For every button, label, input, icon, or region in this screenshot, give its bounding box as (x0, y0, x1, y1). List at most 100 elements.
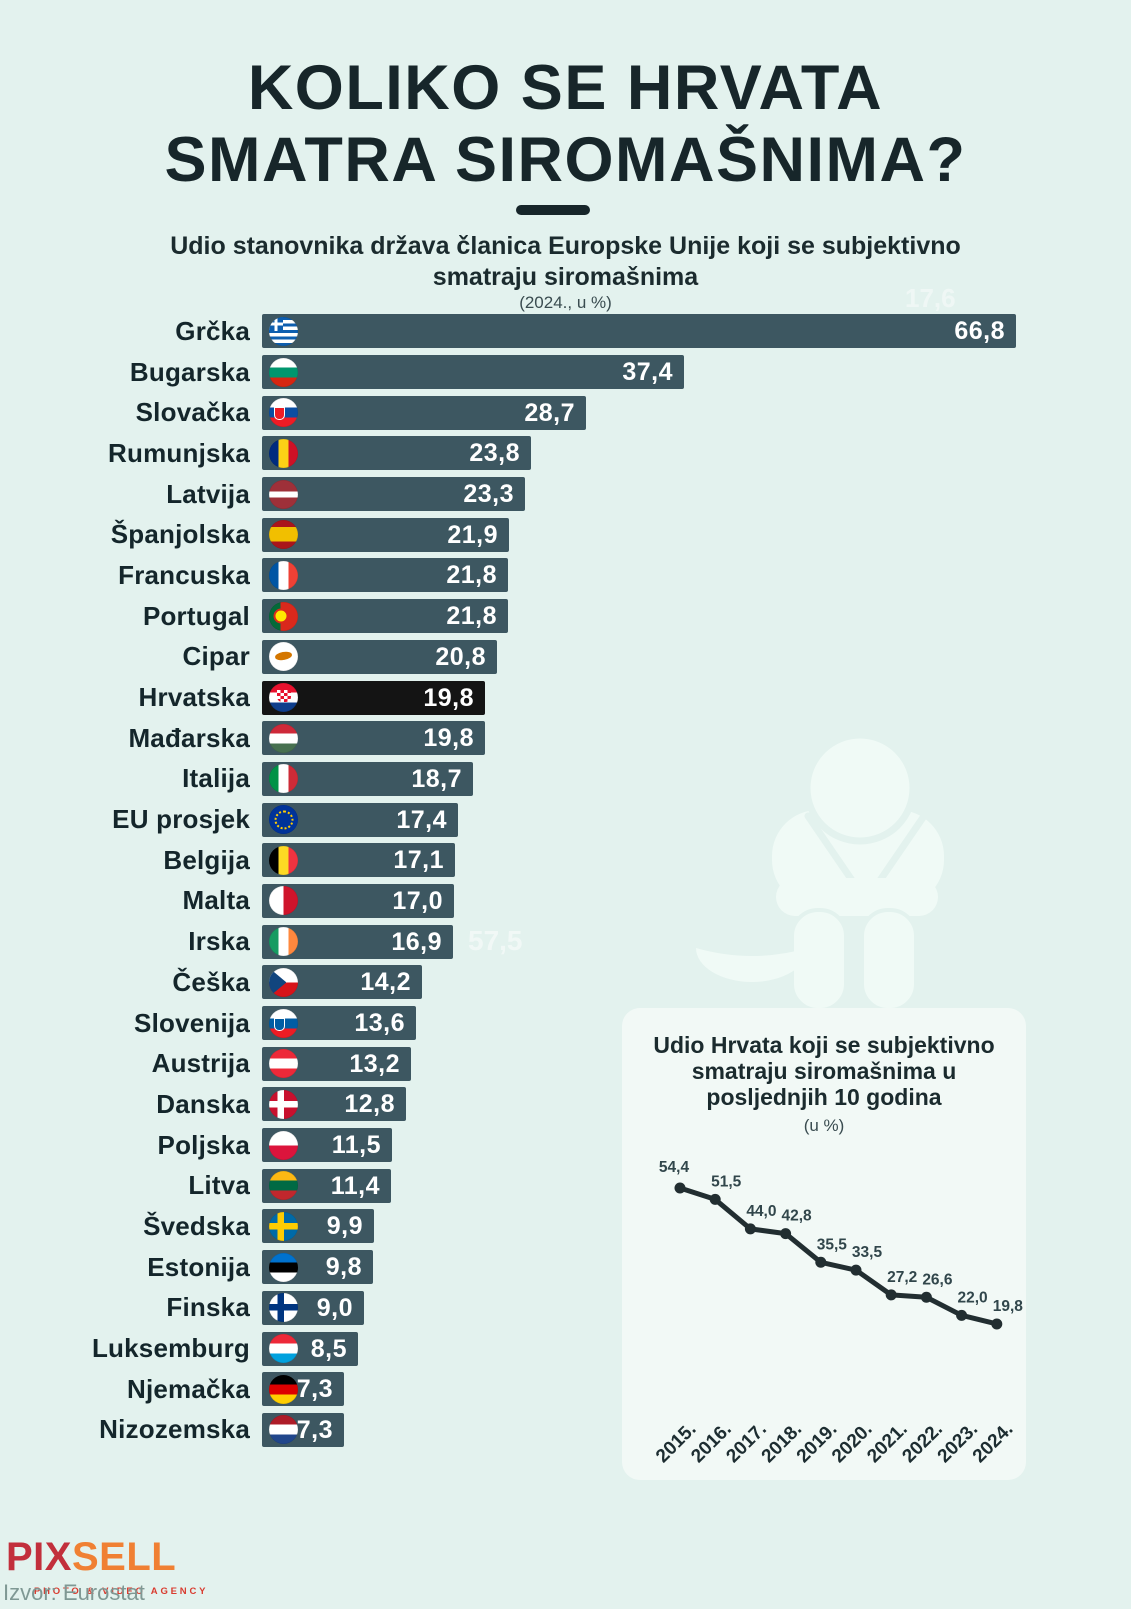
bar-row: Litva 11,4 (0, 1165, 1040, 1206)
trend-year-label: 2017. (722, 1419, 770, 1467)
bar-value: 17,0 (392, 886, 443, 915)
country-flag-icon (269, 1049, 298, 1079)
country-label: Portugal (142, 600, 250, 631)
country-flag-icon (269, 764, 298, 794)
bar-row: Poljska 11,5 (0, 1125, 1040, 1166)
country-flag-icon (269, 1130, 298, 1160)
bar-value: 66,8 (954, 317, 1005, 346)
bar-row: Malta 17,0 (0, 881, 1040, 922)
pixsell-logo: PIXSELL PHOTO & VIDEO AGENCY (6, 1537, 209, 1609)
country-flag-icon (269, 357, 298, 387)
country-flag-icon (269, 927, 298, 957)
bar-value: 19,8 (423, 724, 474, 753)
title-underline-dash (516, 205, 590, 215)
bar-value: 9,9 (326, 1212, 363, 1241)
bar: 16,9 (262, 924, 453, 959)
bar-row: Irska 16,9 (0, 921, 1040, 962)
bar: 28,7 (262, 395, 586, 430)
bar-row: Njemačka 7,3 (0, 1369, 1040, 1410)
bar-value: 37,4 (622, 358, 673, 387)
country-label: Grčka (175, 315, 250, 346)
bar-row: Švedska 9,9 (0, 1206, 1040, 1247)
country-label: Slovenija (134, 1007, 250, 1038)
bar: 9,0 (262, 1290, 364, 1325)
country-flag-icon (269, 1171, 298, 1201)
trend-value-label: 54,4 (659, 1159, 690, 1176)
country-label: Estonija (147, 1251, 250, 1282)
country-label: Litva (188, 1170, 250, 1201)
logo-text-sell: SELL (71, 1535, 177, 1579)
country-flag-icon (269, 845, 298, 875)
trend-year-label: 2018. (758, 1419, 806, 1467)
country-flag-icon (269, 1415, 298, 1445)
trend-year-label: 2016. (687, 1419, 735, 1467)
bar-value: 17,1 (393, 846, 444, 875)
bar-row: Austrija 13,2 (0, 1043, 1040, 1084)
country-flag-icon (269, 1089, 298, 1119)
bar: 13,6 (262, 1006, 416, 1041)
bar-value: 14,2 (360, 968, 411, 997)
country-flag-icon (269, 1252, 298, 1282)
country-label: Poljska (157, 1129, 250, 1160)
bar: 66,8 (262, 314, 1016, 349)
bar-row: Belgija 17,1 (0, 840, 1040, 881)
country-label: Austrija (151, 1048, 250, 1079)
bar: 14,2 (262, 965, 422, 1000)
trend-year-label: 2024. (969, 1419, 1017, 1467)
trend-value-label: 26,6 (922, 1271, 953, 1288)
country-flag-icon (269, 1211, 298, 1241)
bar: 17,4 (262, 802, 458, 837)
bar: 7,3 (262, 1412, 344, 1447)
bar-value: 13,2 (349, 1049, 400, 1078)
bar: 19,8 (262, 721, 485, 756)
country-label: Mađarska (128, 722, 250, 753)
source-note: Izvor: Eurostat (3, 1580, 145, 1605)
country-flag-icon (269, 1293, 298, 1323)
bar: 17,0 (262, 883, 454, 918)
bar-value: 20,8 (435, 642, 486, 671)
country-label: Danska (156, 1088, 250, 1119)
bar-value: 11,5 (331, 1131, 381, 1160)
trend-year-label: 2020. (828, 1419, 876, 1467)
trend-year-label: 2021. (863, 1419, 911, 1467)
logo-text-pix: PIX (6, 1535, 72, 1579)
bar-row: Luksemburg 8,5 (0, 1328, 1040, 1369)
logo-tagline: PHOTO & VIDEO AGENCY (34, 1586, 209, 1597)
country-label: Bugarska (129, 356, 250, 387)
bar-row: EU prosjek 17,4 (0, 799, 1040, 840)
bar-value: 9,0 (316, 1293, 353, 1322)
bar-row: Estonija 9,8 (0, 1247, 1040, 1288)
bar-value: 21,9 (447, 520, 498, 549)
country-label: Italija (182, 763, 250, 794)
bar-row: Slovačka 28,7 (0, 392, 1040, 433)
trend-point (674, 1182, 686, 1194)
bar-value: 8,5 (310, 1334, 347, 1363)
bar-value: 7,3 (296, 1415, 333, 1444)
trend-point (709, 1193, 721, 1205)
bar-row: Slovenija 13,6 (0, 1003, 1040, 1044)
country-label: Finska (166, 1292, 250, 1323)
bar-row: Latvija 23,3 (0, 474, 1040, 515)
page-title: KOLIKO SE HRVATA SMATRA SIROMAŠNIMA? (0, 52, 1131, 196)
bar-value: 12,8 (344, 1090, 395, 1119)
bar: 37,4 (262, 355, 684, 390)
bar-value: 18,7 (411, 764, 462, 793)
bar-highlight: 19,8 (262, 680, 485, 715)
page-title-line2: SMATRA SIROMAŠNIMA? (164, 125, 967, 195)
chart-unit-note: (2024., u %) (519, 293, 612, 312)
bar-value: 7,3 (296, 1375, 333, 1404)
bar-value: 9,8 (325, 1253, 362, 1282)
bar: 23,8 (262, 436, 531, 471)
trend-value-label: 35,5 (817, 1236, 848, 1253)
bar-row: Španjolska 21,9 (0, 514, 1040, 555)
bar: 21,8 (262, 558, 508, 593)
bar-row: Češka 14,2 (0, 962, 1040, 1003)
chart-subtitle: Udio stanovnika država članica Europske … (170, 232, 961, 291)
trend-value-label: 42,8 (782, 1208, 813, 1225)
country-label: EU prosjek (112, 804, 250, 835)
bar: 18,7 (262, 761, 473, 796)
trend-point (780, 1228, 792, 1240)
country-label: Cipar (182, 641, 250, 672)
trend-point (850, 1264, 862, 1276)
bar-row: Danska 12,8 (0, 1084, 1040, 1125)
